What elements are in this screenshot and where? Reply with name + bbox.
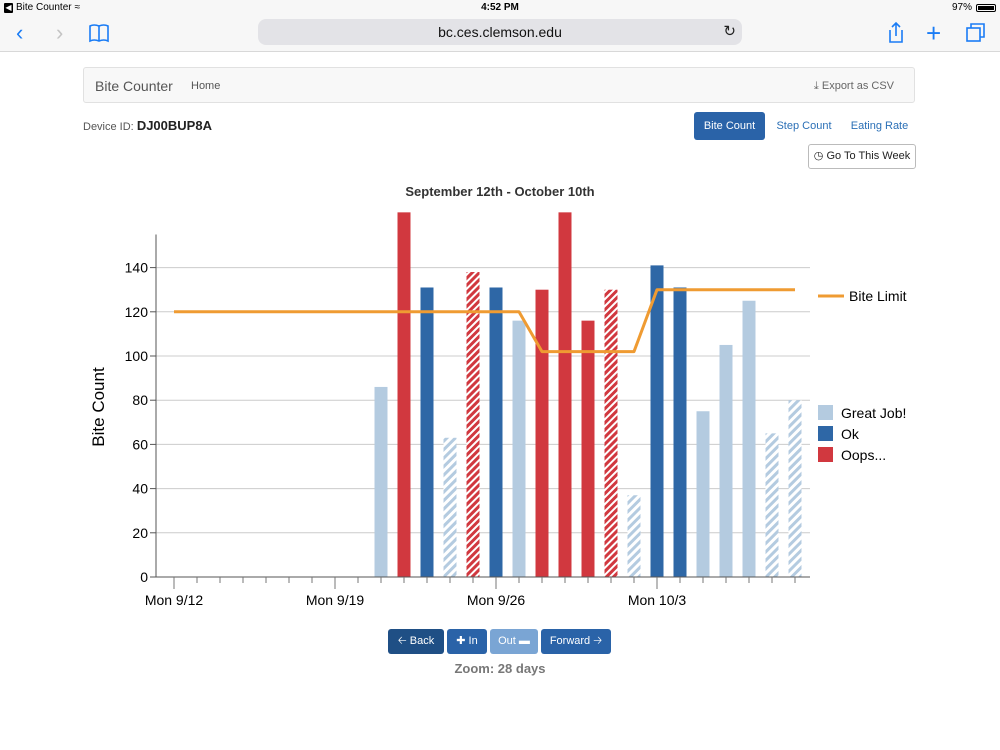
arrow-left-icon: 🡠 [397, 635, 407, 647]
zoom-level: Zoom: 28 days [454, 661, 546, 676]
bar-series [374, 212, 802, 577]
bar[interactable] [420, 287, 434, 577]
axes: 0 20 40 60 80 100 120 140 Mon 9/12 Mon 9/19 Mon 9/… [125, 234, 810, 608]
go-to-this-week-button[interactable]: ◷ Go To This Week [808, 144, 916, 169]
bar[interactable] [374, 386, 388, 577]
nav-home-link[interactable]: Home [191, 80, 221, 92]
tabs-overview-icon[interactable] [964, 15, 986, 51]
bar[interactable] [696, 411, 710, 577]
legend-label: Bite Limit [849, 288, 907, 304]
plus-icon: ✚ [456, 635, 466, 647]
bar[interactable] [443, 437, 457, 577]
device-id: Device ID: DJ00BUP8A [83, 118, 212, 133]
wifi-icon: ≈ [74, 2, 81, 13]
export-csv-link[interactable]: ⤓ Export as CSV [814, 68, 894, 104]
browser-toolbar: ‹ › bc.ces.clemson.edu ↻ + [0, 15, 1000, 52]
battery-percent: 97% [951, 2, 972, 13]
share-icon[interactable] [886, 15, 906, 51]
brand-link[interactable]: Bite Counter [95, 78, 173, 94]
bar[interactable] [765, 433, 779, 577]
status-left: ◀ Bite Counter ≈ [4, 2, 80, 13]
forward-button[interactable]: Forward 🡢 [541, 629, 611, 654]
export-label: Export as CSV [821, 80, 894, 92]
bar[interactable] [627, 495, 641, 577]
y-tick-label: 40 [132, 481, 148, 497]
bar[interactable] [742, 300, 756, 577]
bar[interactable] [489, 287, 503, 577]
x-tick-label: Mon 10/3 [628, 592, 687, 608]
x-tick-label: Mon 9/26 [467, 592, 526, 608]
tab-eating-rate[interactable]: Eating Rate [850, 120, 909, 132]
forward-chevron-icon[interactable]: › [56, 20, 64, 45]
legend-label: Great Job! [841, 405, 906, 421]
back-label: Back [409, 635, 435, 647]
bar[interactable] [788, 400, 802, 577]
bar[interactable] [466, 272, 480, 577]
y-tick-label: 20 [132, 525, 148, 541]
x-tick-label: Mon 9/19 [306, 592, 365, 608]
reload-icon[interactable]: ↻ [723, 23, 736, 40]
zoom-out-button[interactable]: Out ▬ [490, 629, 538, 654]
y-tick-label: 0 [140, 569, 148, 585]
x-tick-label: Mon 9/12 [145, 592, 204, 608]
bar[interactable] [558, 212, 572, 577]
arrow-right-icon: 🡢 [593, 635, 603, 647]
y-tick-label: 80 [132, 392, 148, 408]
y-tick-label: 120 [125, 304, 149, 320]
new-tab-icon[interactable]: + [926, 18, 942, 48]
forward-label: Forward [549, 635, 591, 647]
status-time: 4:52 PM [481, 2, 519, 13]
legend-swatch [818, 447, 833, 462]
legend-swatch [818, 426, 833, 441]
bar[interactable] [581, 320, 595, 577]
bar[interactable] [673, 287, 687, 577]
device-id-value: DJ00BUP8A [136, 118, 212, 133]
y-tick-label: 60 [132, 436, 148, 452]
bite-count-chart: September 12th - October 10th Bite Count… [89, 184, 907, 608]
clock-icon: ◷ [813, 150, 824, 162]
bite-limit-line [174, 288, 795, 354]
legend: Bite Limit Great Job! Ok Oops... [818, 288, 907, 463]
bar[interactable] [397, 212, 411, 577]
y-tick-label: 100 [125, 348, 149, 364]
battery-icon [976, 3, 996, 12]
status-right: 97% [952, 2, 996, 13]
zoom-in-button[interactable]: ✚ In [447, 629, 487, 654]
status-bar: ◀ Bite Counter ≈ 4:52 PM 97% [0, 0, 1000, 15]
legend-label: Oops... [841, 447, 886, 463]
back-button[interactable]: 🡠 Back [388, 629, 444, 654]
legend-label: Ok [841, 426, 860, 442]
download-icon: ⤓ [813, 80, 819, 92]
grid-lines [156, 267, 810, 578]
minus-icon: ▬ [518, 635, 530, 647]
site-navbar: Bite Counter Home ⤓ Export as CSV [83, 67, 915, 103]
tab-bite-count[interactable]: Bite Count [694, 112, 765, 140]
url-text: bc.ces.clemson.edu [438, 24, 562, 40]
bite-limit-series [174, 288, 795, 354]
bar[interactable] [604, 289, 618, 577]
bar[interactable] [512, 320, 526, 577]
legend-swatch [818, 405, 833, 420]
chart-title: September 12th - October 10th [405, 184, 594, 199]
bar[interactable] [719, 344, 733, 577]
device-id-label: Device ID: [83, 121, 134, 133]
bookmarks-icon[interactable] [88, 15, 110, 51]
status-app-name[interactable]: Bite Counter [16, 2, 72, 13]
tab-step-count[interactable]: Step Count [776, 120, 832, 132]
back-to-app-icon[interactable]: ◀ [4, 2, 13, 13]
zoom-out-label: Out [498, 635, 516, 647]
y-axis-label: Bite Count [89, 367, 108, 447]
address-bar[interactable]: bc.ces.clemson.edu ↻ [258, 19, 742, 45]
go-to-this-week-label: Go To This Week [826, 150, 911, 162]
bar[interactable] [650, 265, 664, 577]
zoom-in-label: In [468, 635, 478, 647]
y-tick-label: 140 [125, 260, 149, 276]
bar[interactable] [535, 289, 549, 577]
back-chevron-icon[interactable]: ‹ [16, 20, 24, 45]
